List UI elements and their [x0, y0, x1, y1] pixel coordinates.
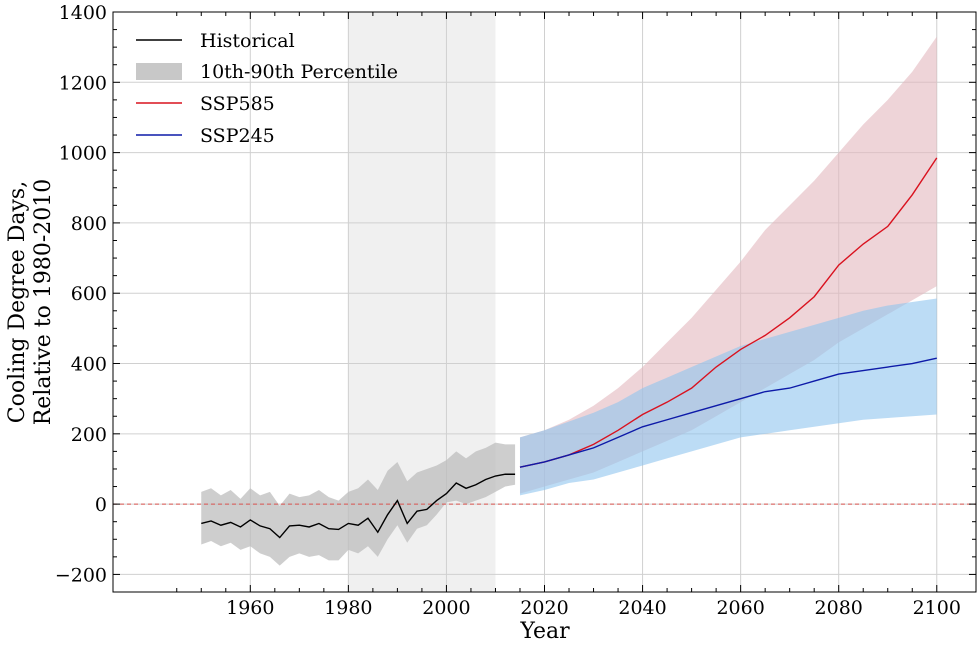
x-axis-label: Year [519, 619, 570, 644]
x-tick-label-2100: 2100 [913, 597, 961, 619]
y-axis-label-line2: Relative to 1980-2010 [31, 179, 56, 426]
y-tick-label-5: 800 [71, 213, 107, 235]
x-tick-label-2060: 2060 [716, 597, 764, 619]
x-tick-label-2000: 2000 [422, 597, 470, 619]
y-tick-label-2: 200 [71, 424, 107, 446]
x-tick-label-1960: 1960 [226, 597, 274, 619]
y-tick-label-1: 0 [95, 494, 107, 516]
x-tick-label-2040: 2040 [618, 597, 666, 619]
legend-label-percentile: 10th-90th Percentile [200, 61, 398, 83]
legend-swatch-percentile [136, 63, 182, 80]
y-tick-label-7: 1200 [59, 72, 107, 94]
legend-label-ssp245: SSP245 [200, 125, 275, 147]
legend-label-ssp585: SSP585 [200, 93, 275, 115]
x-tick-label-1980: 1980 [324, 597, 372, 619]
x-tick-label-2020: 2020 [520, 597, 568, 619]
y-tick-label-6: 1000 [59, 143, 107, 165]
y-tick-label-8: 1400 [59, 2, 107, 24]
series-lines-layer [201, 157, 938, 539]
legend: Historical 10th-90th Percentile SSP585 S… [136, 30, 398, 147]
bands-layer [201, 36, 937, 566]
axes-layer: 1960 1980 2000 2020 2040 2060 2080 2100 −200 0 200… [55, 2, 977, 619]
y-tick-label-0: −200 [55, 564, 107, 586]
ssp245-line [519, 357, 937, 468]
historical-line [201, 473, 516, 539]
legend-label-historical: Historical [200, 30, 295, 52]
y-tick-label-4: 600 [71, 283, 107, 305]
y-tick-label-3: 400 [71, 354, 107, 376]
x-tick-label-2080: 2080 [815, 597, 863, 619]
ssp245-percentile-band [519, 298, 937, 496]
ssp585-line [519, 157, 938, 468]
y-axis-label-line1: Cooling Degree Days, [5, 181, 30, 423]
